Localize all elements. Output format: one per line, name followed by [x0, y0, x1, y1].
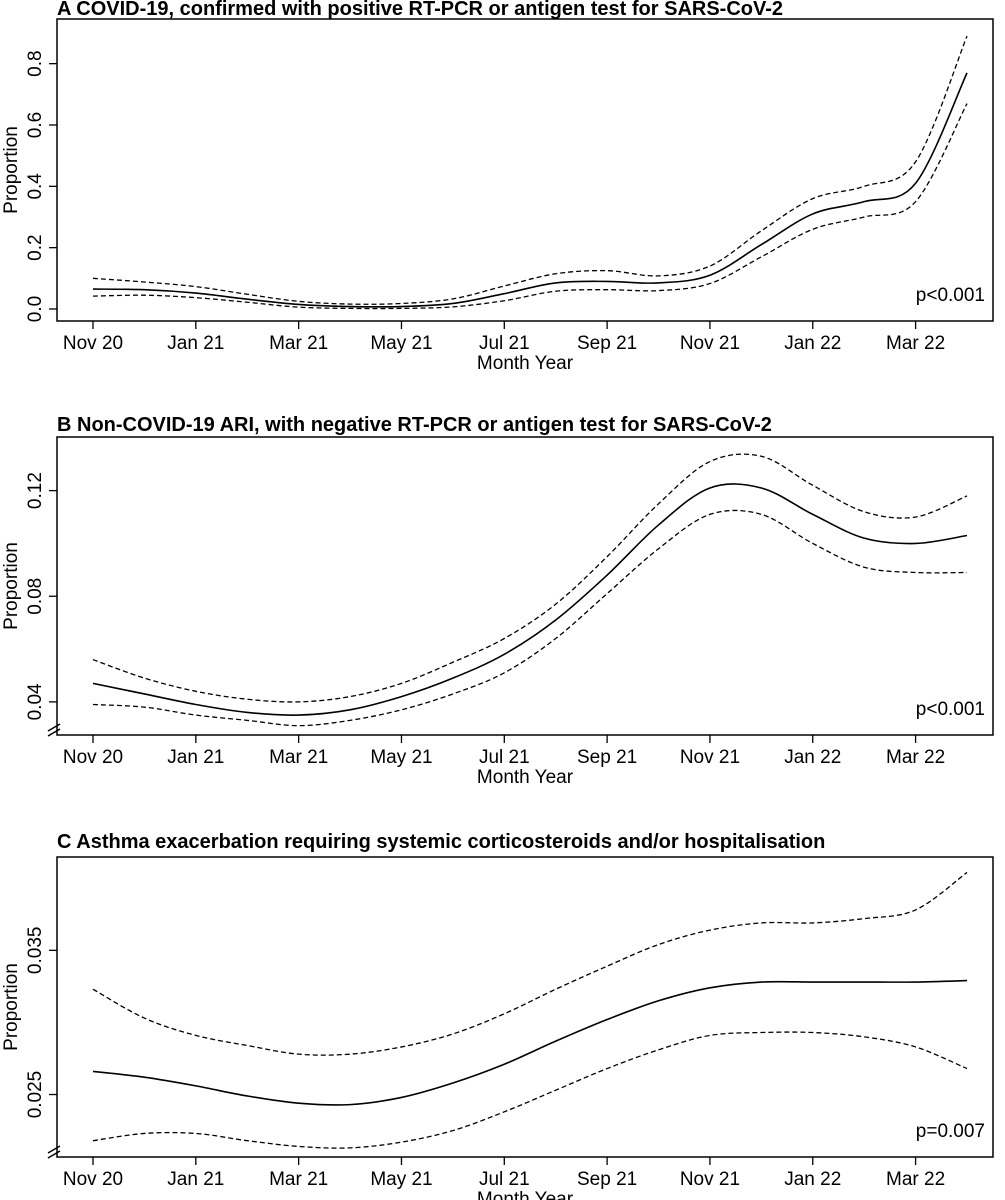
y-tick-label: 0.6: [25, 112, 46, 138]
lower-ci-line: [92, 103, 968, 310]
y-tick-label: 0.0: [25, 296, 46, 322]
x-tick-label: Nov 21: [680, 333, 740, 354]
plot-frame: [56, 856, 994, 1158]
x-tick-label: Nov 21: [680, 747, 740, 768]
x-tick-label: Jan 21: [167, 1169, 224, 1190]
x-tick-label: Sep 21: [577, 1169, 637, 1190]
y-tick-label: 0.8: [25, 50, 46, 76]
x-tick-label: Nov 20: [63, 747, 123, 768]
x-tick-label: May 21: [370, 1169, 432, 1190]
panel-title: A COVID-19, confirmed with positive RT-P…: [57, 0, 783, 20]
x-tick-label: Jul 21: [479, 333, 530, 354]
y-tick-label: 0.035: [25, 927, 46, 975]
y-tick-label: 0.2: [25, 234, 46, 260]
x-tick-label: Mar 22: [886, 333, 945, 354]
lower-ci-line: [92, 509, 968, 727]
y-tick-label: 0.4: [25, 173, 46, 200]
estimate-line: [92, 72, 968, 308]
x-tick-label: Mar 21: [269, 1169, 328, 1190]
p-value-annotation: p=0.007: [916, 1121, 985, 1142]
axis-break-mark: [47, 723, 61, 737]
x-tick-label: May 21: [370, 747, 432, 768]
x-tick-label: Nov 21: [680, 1169, 740, 1190]
plot-frame: [56, 18, 994, 322]
y-tick-label: 0.08: [25, 578, 46, 615]
y-tick-label: 0.12: [25, 472, 46, 509]
p-value-annotation: p<0.001: [916, 699, 985, 720]
y-tick-label: 0.04: [25, 683, 46, 720]
x-axis-label: Month Year: [477, 1189, 574, 1200]
x-tick-label: Mar 21: [269, 747, 328, 768]
x-axis-label: Month Year: [477, 767, 574, 788]
y-axis-label: Proportion: [1, 542, 22, 630]
estimate-line: [92, 483, 968, 716]
upper-ci-line: [92, 453, 968, 703]
x-tick-label: Mar 22: [886, 747, 945, 768]
y-axis-label: Proportion: [1, 126, 22, 214]
x-tick-label: Jan 22: [784, 747, 841, 768]
lower-ci-line: [92, 1031, 968, 1149]
p-value-annotation: p<0.001: [916, 285, 985, 306]
y-tick-label: 0.025: [25, 1071, 46, 1119]
x-tick-label: Mar 22: [886, 1169, 945, 1190]
y-axis-label: Proportion: [1, 963, 22, 1051]
upper-ci-line: [92, 871, 968, 1056]
panel-c: C Asthma exacerbation requiring systemic…: [1, 831, 994, 1200]
x-tick-label: Jan 21: [167, 333, 224, 354]
x-tick-label: Jan 21: [167, 747, 224, 768]
x-tick-label: Jan 22: [784, 1169, 841, 1190]
upper-ci-line: [92, 35, 968, 305]
panel-title: B Non-COVID-19 ARI, with negative RT-PCR…: [57, 414, 772, 436]
x-axis-label: Month Year: [477, 353, 574, 374]
plot-frame: [56, 436, 994, 736]
x-tick-label: Nov 20: [63, 1169, 123, 1190]
panel-title: C Asthma exacerbation requiring systemic…: [57, 831, 825, 853]
x-tick-label: Nov 20: [63, 333, 123, 354]
x-tick-label: May 21: [370, 333, 432, 354]
x-tick-label: Sep 21: [577, 333, 637, 354]
x-tick-label: Sep 21: [577, 747, 637, 768]
panel-b: B Non-COVID-19 ARI, with negative RT-PCR…: [1, 414, 994, 788]
x-tick-label: Jul 21: [479, 747, 530, 768]
axis-break-mark: [47, 1145, 61, 1159]
estimate-line: [92, 979, 968, 1106]
panel-a: A COVID-19, confirmed with positive RT-P…: [1, 0, 994, 374]
x-tick-label: Mar 21: [269, 333, 328, 354]
x-tick-label: Jan 22: [784, 333, 841, 354]
x-tick-label: Jul 21: [479, 1169, 530, 1190]
